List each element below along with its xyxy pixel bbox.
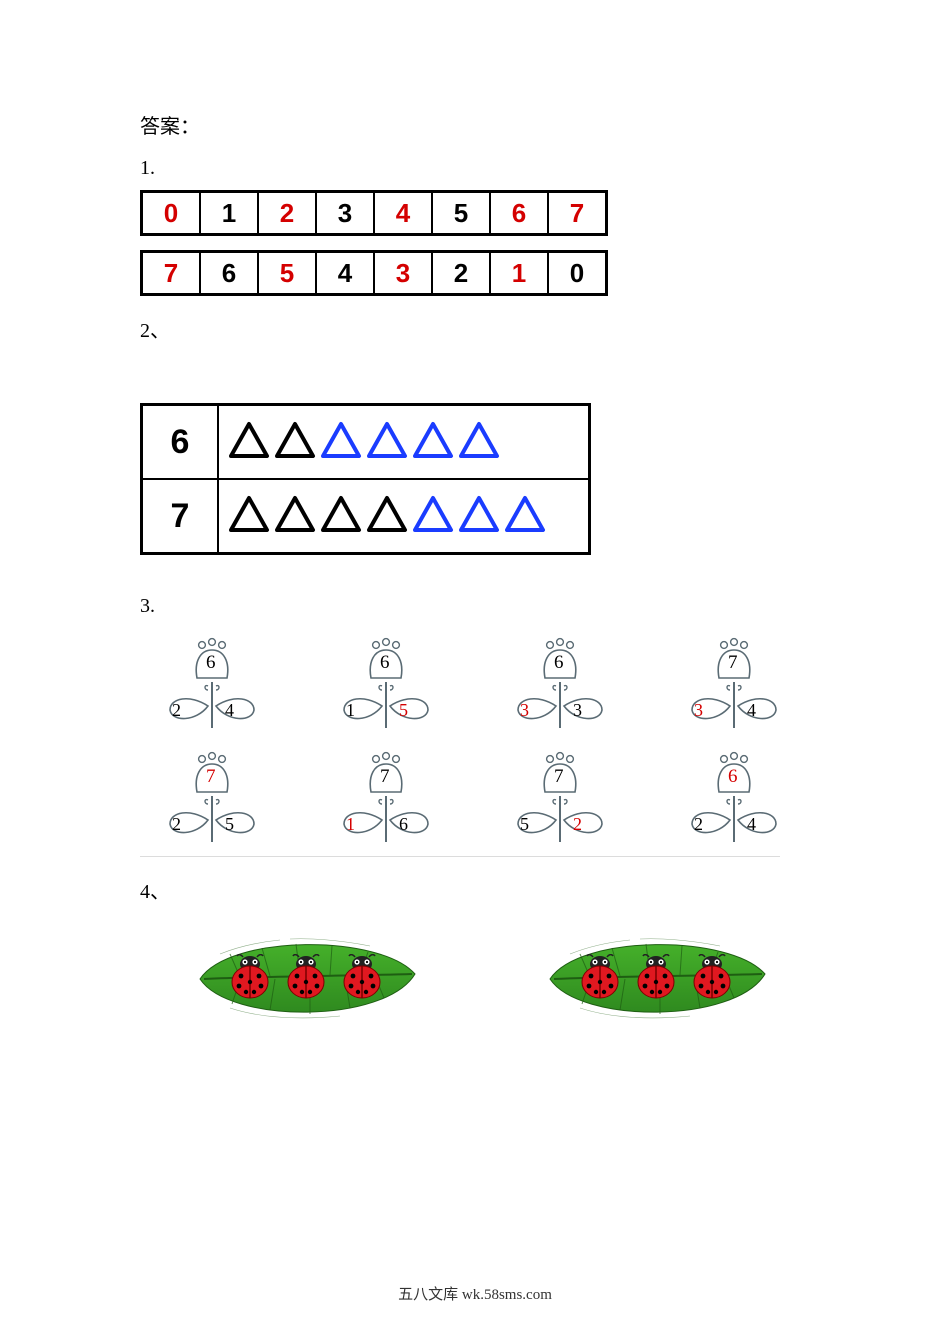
- triangle-icon: [503, 494, 547, 539]
- page: 答案： 1. 01234567 76543210 2、 67 3. 624615…: [0, 0, 950, 1344]
- number-cell: 5: [432, 192, 490, 235]
- answers-heading: 答案：: [140, 110, 850, 139]
- flower-sum: 7: [728, 652, 738, 674]
- flower-addend-right: 6: [399, 814, 408, 835]
- number-cell: 1: [490, 252, 548, 295]
- flower-addend-left: 2: [694, 814, 703, 835]
- number-flower: 6 2 4: [686, 742, 786, 852]
- flower-addend-right: 4: [747, 700, 756, 721]
- leaf-with-ladybugs: [190, 924, 420, 1034]
- triangle-icon: [411, 494, 455, 539]
- triangle-icon: [457, 494, 501, 539]
- triangle-icon: [457, 420, 501, 465]
- flower-sum: 7: [206, 766, 216, 788]
- number-flower: 7 5 2: [512, 742, 612, 852]
- flower-addend-right: 5: [225, 814, 234, 835]
- page-footer: 五八文库 wk.58sms.com: [0, 1283, 950, 1304]
- count-cell: 7: [142, 479, 219, 554]
- number-cell: 7: [142, 252, 201, 295]
- flower-addend-right: 4: [747, 814, 756, 835]
- number-flower: 7 3 4: [686, 628, 786, 738]
- flower-addend-right: 5: [399, 700, 408, 721]
- number-cell: 0: [142, 192, 201, 235]
- triangle-icon: [411, 420, 455, 465]
- q2-triangle-table: 67: [140, 403, 591, 555]
- flower-addend-left: 1: [346, 700, 355, 721]
- triangle-icon: [227, 494, 271, 539]
- number-cell: 1: [200, 192, 258, 235]
- q1-table-desc: 76543210: [140, 250, 608, 296]
- count-cell: 6: [142, 405, 219, 480]
- flower-addend-right: 2: [573, 814, 582, 835]
- triangle-icon: [319, 494, 363, 539]
- number-cell: 6: [490, 192, 548, 235]
- number-cell: 4: [316, 252, 374, 295]
- number-flower: 6 1 5: [338, 628, 438, 738]
- q3-divider: [140, 856, 780, 857]
- q3-flowers: 6 2 4 6 1 5 6 3 3 7 3 4 7 2 5 7 1 6 7 5 2 6 2 4: [140, 628, 850, 852]
- number-cell: 7: [548, 192, 607, 235]
- number-cell: 5: [258, 252, 316, 295]
- flower-addend-left: 5: [520, 814, 529, 835]
- number-flower: 7 2 5: [164, 742, 264, 852]
- ladybug-icon: [338, 954, 386, 1005]
- number-cell: 3: [374, 252, 432, 295]
- ladybug-icon: [688, 954, 736, 1005]
- leaf-with-ladybugs: [540, 924, 770, 1034]
- number-flower: 7 1 6: [338, 742, 438, 852]
- q2-number: 2、: [140, 314, 850, 343]
- triangle-icon: [365, 494, 409, 539]
- number-cell: 3: [316, 192, 374, 235]
- number-flower: 6 2 4: [164, 628, 264, 738]
- ladybug-icon: [632, 954, 680, 1005]
- number-cell: 4: [374, 192, 432, 235]
- ladybug-icon: [282, 954, 330, 1005]
- q1-number: 1.: [140, 157, 850, 180]
- number-flower: 6 3 3: [512, 628, 612, 738]
- flower-addend-left: 3: [520, 700, 529, 721]
- number-cell: 2: [432, 252, 490, 295]
- ladybug-icon: [576, 954, 624, 1005]
- flower-addend-left: 2: [172, 814, 181, 835]
- number-cell: 2: [258, 192, 316, 235]
- flower-sum: 6: [206, 652, 216, 674]
- number-cell: 0: [548, 252, 607, 295]
- flower-addend-right: 3: [573, 700, 582, 721]
- flower-addend-left: 3: [694, 700, 703, 721]
- triangle-icon: [365, 420, 409, 465]
- triangle-icon: [319, 420, 363, 465]
- q4-number: 4、: [140, 875, 850, 904]
- flower-addend-right: 4: [225, 700, 234, 721]
- flower-sum: 7: [554, 766, 564, 788]
- flower-sum: 6: [728, 766, 738, 788]
- flower-addend-left: 2: [172, 700, 181, 721]
- number-cell: 6: [200, 252, 258, 295]
- flower-sum: 7: [380, 766, 390, 788]
- shapes-cell: [218, 405, 590, 480]
- q3-number: 3.: [140, 595, 850, 618]
- q4-leaves: [140, 924, 850, 1034]
- flower-sum: 6: [380, 652, 390, 674]
- triangle-icon: [227, 420, 271, 465]
- flower-addend-left: 1: [346, 814, 355, 835]
- flower-sum: 6: [554, 652, 564, 674]
- triangle-icon: [273, 420, 317, 465]
- triangle-icon: [273, 494, 317, 539]
- ladybug-icon: [226, 954, 274, 1005]
- shapes-cell: [218, 479, 590, 554]
- q1-table-asc: 01234567: [140, 190, 608, 236]
